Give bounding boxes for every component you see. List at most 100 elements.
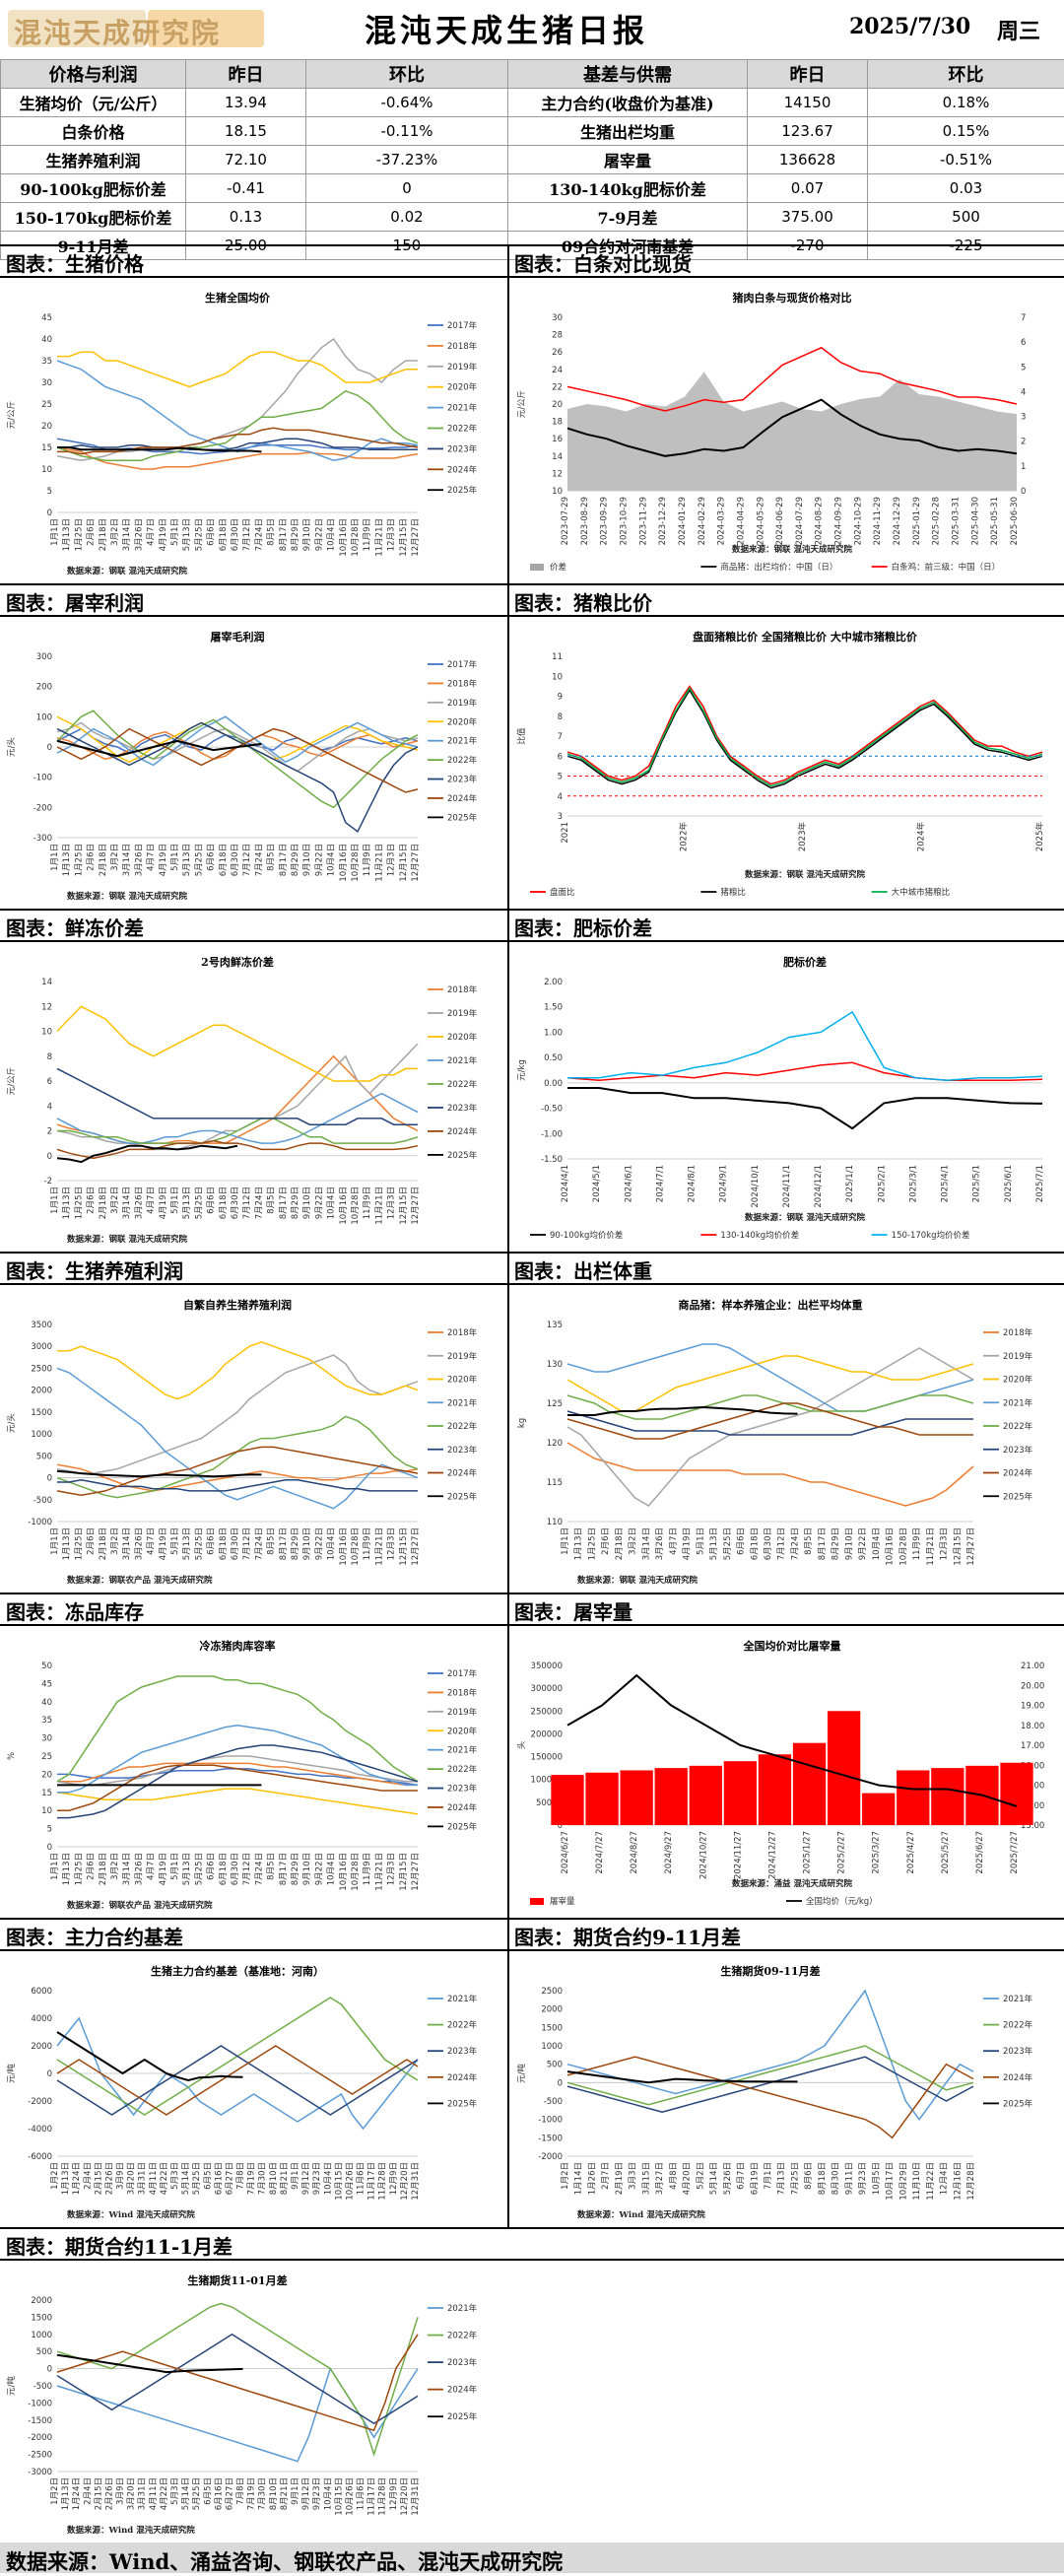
x-tick-label: 2024-09-29 xyxy=(834,497,844,545)
x-tick-label: 7月8日 xyxy=(236,2477,246,2505)
x-tick-label: 2月6日 xyxy=(87,1186,97,1214)
legend-label: 2020年 xyxy=(1003,1375,1033,1386)
change-cell: -0.64% xyxy=(306,89,508,117)
x-tick-label: 7月24日 xyxy=(254,518,264,551)
legend-label: 2022年 xyxy=(447,1079,478,1090)
x-tick-label: 2024-12-29 xyxy=(893,497,902,545)
x-tick-label: 2025-01-29 xyxy=(912,497,922,545)
x-tick-label: 1月26日 xyxy=(587,2162,597,2195)
x-tick-label: 2025/1/27 xyxy=(803,1831,813,1874)
y-axis-label: kg xyxy=(517,1418,527,1428)
x-tick-label: 7月13日 xyxy=(777,2162,787,2195)
chart-title: 肥标价差 xyxy=(783,955,827,969)
x-tick-label: 1月13日 xyxy=(62,1186,72,1219)
volume-bar xyxy=(931,1768,964,1825)
y-tick-label: 12 xyxy=(552,469,563,479)
x-tick-label: 2月6日 xyxy=(87,1527,97,1555)
x-tick-label: 2024/6/27 xyxy=(561,1831,570,1874)
data-source: 数据来源：Wind、涌益咨询、钢联农产品、混沌天成研究院 xyxy=(6,2546,563,2576)
y-tick-label: 6 xyxy=(558,752,563,762)
x-tick-label: 3月26日 xyxy=(134,1527,144,1560)
y-tick-label: -300 xyxy=(33,834,52,844)
x-tick-label: 2025/2/27 xyxy=(837,1831,847,1874)
chart-title: 2号肉鲜冻价差 xyxy=(201,955,274,969)
x-tick-label: 9月23日 xyxy=(312,2477,322,2510)
x-tick-label: 8月29日 xyxy=(291,1853,300,1885)
x-tick-label: 4月19日 xyxy=(159,1186,168,1219)
x-tick-label: 2月18日 xyxy=(99,518,108,551)
x-tick-label: 4月19日 xyxy=(159,1527,168,1560)
x-tick-label: 10月16日 xyxy=(339,1853,349,1891)
y-tick-label: -1000 xyxy=(538,2116,563,2126)
x-tick-label: 7月25日 xyxy=(790,2162,800,2195)
x-tick-label: 12月15日 xyxy=(953,1527,963,1566)
y-tick-label: -1.50 xyxy=(541,1155,563,1165)
y-tick-label: 15 xyxy=(41,443,52,453)
summary-table: 价格与利润 昨日 环比 基差与供需 昨日 环比 生猪均价（元/公斤）13.94-… xyxy=(0,59,1064,260)
legend-label: 2021年 xyxy=(447,736,478,747)
x-tick-label: 2025/4/27 xyxy=(906,1831,916,1874)
x-tick-label: 4月7日 xyxy=(147,844,157,871)
row-label: 150-170kg肥标价差 xyxy=(1,203,186,232)
x-tick-label: 10月5日 xyxy=(872,2162,882,2195)
x-tick-label: 7月24日 xyxy=(254,1527,264,1560)
x-tick-label: 12月27日 xyxy=(411,844,421,882)
y-tick-label: 22 xyxy=(552,382,563,392)
header-cell: 昨日 xyxy=(748,60,868,89)
x-tick-label: 2023-10-29 xyxy=(619,497,629,545)
section-title: 图表：期货合约11-1月差 xyxy=(6,2231,233,2260)
x-tick-label: 2024/9/27 xyxy=(664,1831,674,1874)
x-tick-label: 4月19日 xyxy=(683,1527,693,1560)
legend-label: 2021年 xyxy=(447,403,478,414)
x-tick-label: 9月12日 xyxy=(301,2477,311,2510)
y-tick-label: 25 xyxy=(41,1752,52,1762)
y-tick-label: -500 xyxy=(33,2382,52,2392)
x-tick-label: 1月1日 xyxy=(50,1186,60,1214)
y-tick-label: 40 xyxy=(41,1698,52,1708)
x-tick-label: 10月15日 xyxy=(334,2477,344,2516)
x-tick-label: 2024/11/27 xyxy=(733,1831,743,1879)
legend-label: 2025年 xyxy=(1003,1491,1033,1502)
y-tick-label: 26 xyxy=(552,348,563,358)
legend-label: 2021年 xyxy=(447,2303,478,2314)
legend-label: 2024年 xyxy=(447,1802,478,1813)
x-tick-label: 9月1日 xyxy=(291,2477,300,2505)
y-tick-label: 9 xyxy=(558,693,563,703)
legend-label: 价差 xyxy=(550,562,566,573)
x-tick-label: 9月22日 xyxy=(314,1186,324,1219)
y-tick-label: 0 xyxy=(47,508,52,518)
x-tick-label: 8月5日 xyxy=(267,518,277,546)
chart-title: 自繁自养生猪养殖利润 xyxy=(183,1298,292,1312)
x-tick-label: 5月1日 xyxy=(696,1527,705,1555)
x-tick-label: 8月29日 xyxy=(291,844,300,876)
value-cell: 18.15 xyxy=(186,117,306,146)
legend-label: 2025年 xyxy=(1003,2098,1033,2109)
chart-source: 数据来源：钢联 混沌天成研究院 xyxy=(67,1234,187,1245)
x-tick-label: 2024-08-29 xyxy=(815,497,825,545)
volume-bar xyxy=(655,1768,688,1825)
y-tick-label: 130 xyxy=(547,1360,563,1370)
volume-bar xyxy=(793,1743,826,1825)
chart-title: 商品猪：样本养殖企业：出栏平均体重 xyxy=(679,1298,863,1312)
y-axis-label: 头 xyxy=(516,1740,527,1749)
x-tick-label: 4月19日 xyxy=(159,518,168,551)
x-tick-label: 2月4日 xyxy=(83,2162,93,2190)
x-tick-label: 6月30日 xyxy=(231,1527,240,1560)
series-line xyxy=(567,2046,973,2105)
y-tick-label: 30 xyxy=(41,1734,52,1744)
y-tick-label: -1500 xyxy=(538,2134,563,2143)
volume-bar xyxy=(1000,1763,1032,1825)
x-tick-label: 2024/8/1 xyxy=(688,1165,698,1202)
header-cell: 价格与利润 xyxy=(1,60,186,89)
y-tick-label: 1500 xyxy=(31,1408,52,1418)
y-tick-label: 50 xyxy=(41,1661,52,1671)
chart-title: 屠宰毛利润 xyxy=(211,630,265,644)
y-tick-label: 0 xyxy=(47,1152,52,1162)
row-label: 90-100kg肥标价差 xyxy=(1,174,186,203)
